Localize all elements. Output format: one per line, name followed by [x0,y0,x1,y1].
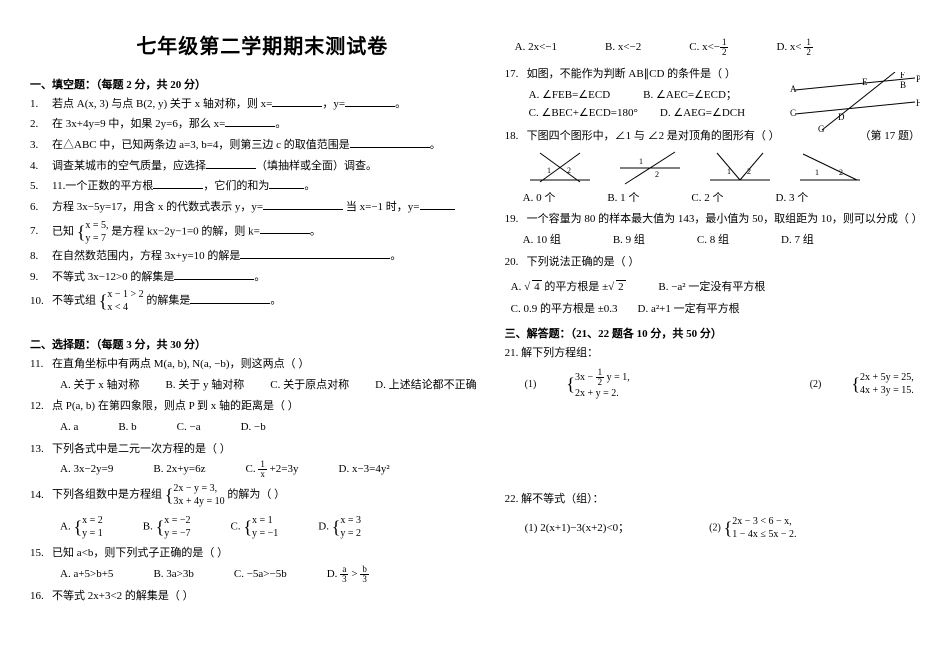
svg-text:G: G [818,124,825,132]
q20: 20.下列说法正确的是（ ） [505,253,925,272]
q12: 12.点 P(a, b) 在第四象限，则点 P 到 x 轴的距离是（ ） [30,397,495,416]
q9: 9.不等式 3x−12>0 的解集是。 [30,268,495,287]
svg-text:2: 2 [567,166,571,175]
q15-option-d: D. a3 > b3 [327,565,369,584]
svg-text:P: P [916,74,920,84]
q20-options-row2: C. 0.9 的平方根是 ±0.3D. a²+1 一定有平方根 [511,300,925,319]
q21-systems: (1) { 3x − 12 y = 1, 2x + y = 2. (2) {2x… [525,368,925,400]
q20-options-row1: A. 4 的平方根是 ±2 B. −a² 一定没有平方根 [511,278,925,297]
section-1-header: 一、填空题：（每题 2 分，共 20 分） [30,76,495,95]
svg-text:B: B [900,80,906,90]
svg-text:2: 2 [839,168,843,177]
q21: 21. 解下列方程组： [505,344,925,363]
q19: 19.一个容量为 80 的样本最大值为 143，最小值为 50，取组距为 10，… [505,210,925,229]
svg-text:D: D [838,112,845,122]
svg-text:E: E [862,77,868,87]
q18-options: A. 0 个B. 1 个C. 2 个D. 3 个 [523,189,925,208]
q11: 11.在直角坐标中有两点 M(a, b), N(a, −b)，则这两点（ ） [30,355,495,374]
q16-options: A. 2x<−1B. x<−2 C. x<−12 D. x< 12 [515,38,925,57]
figure-17: F P A E B H C D G [790,72,920,132]
q13-options: A. 3x−2y=9B. 2x+y=6z C. 1x +2=3y D. x−3=… [60,460,495,479]
q12-options: A. aB. bC. −aD. −b [60,418,495,437]
svg-text:1: 1 [639,157,643,166]
svg-text:H: H [916,98,920,108]
svg-text:F: F [900,72,905,80]
q6: 6.方程 3x−5y=17，用含 x 的代数式表示 y，y= 当 x=−1 时，… [30,198,495,217]
q7: 7.已知 {x = 5,y = 7 是方程 kx−2y−1=0 的解，则 k=。 [30,219,495,245]
q22: 22. 解不等式（组）： [505,490,925,509]
exam-title: 七年级第二学期期末测试卷 [30,30,495,64]
q10: 10.不等式组 {x − 1 > 2x < 4 的解集是。 [30,288,495,314]
svg-text:A: A [790,84,797,94]
q14-option-d: D. {x = 3y = 2 [318,514,361,540]
q5: 5.11.一个正数的平方根，它们的和为。 [30,177,495,196]
svg-text:1: 1 [727,167,731,176]
q14-option-c: C. {x = 1y = −1 [231,514,279,540]
svg-text:C: C [790,108,796,118]
q20-option-a: A. 4 的平方根是 ±2 [511,281,626,293]
q16-option-c: C. x<−12 [689,38,728,57]
svg-text:1: 1 [547,166,551,175]
q4: 4.调查某城市的空气质量，应选择（填抽样或全面）调查。 [30,157,495,176]
q8: 8.在自然数范围内，方程 3x+y=10 的解是。 [30,247,495,266]
svg-text:1: 1 [815,168,819,177]
section-2-header: 二、选择题：（每题 3 分，共 30 分） [30,336,495,355]
q19-options: A. 10 组B. 9 组C. 8 组D. 7 组 [523,231,925,250]
q22-items: (1) 2(x+1)−3(x+2)<0； (2) {2x − 3 < 6 − x… [525,515,925,541]
q13-option-c: C. 1x +2=3y [246,460,299,479]
q14-options: A. {x = 2y = 1 B. {x = −2y = −7 C. {x = … [60,514,495,540]
q2: 2.在 3x+4y=9 中，如果 2y=6，那么 x=。 [30,115,495,134]
svg-text:2: 2 [655,170,659,179]
q3: 3.在△ABC 中，已知两条边 a=3, b=4，则第三边 c 的取值范围是。 [30,136,495,155]
q15: 15.已知 a<b，则下列式子正确的是（ ） [30,544,495,563]
svg-text:2: 2 [747,167,751,176]
q14-option-a: A. {x = 2y = 1 [60,514,103,540]
q14-option-b: B. {x = −2y = −7 [143,514,191,540]
q16-option-d: D. x< 12 [776,38,812,57]
q1: 1.若点 A(x, 3) 与点 B(2, y) 关于 x 轴对称，则 x=，y=… [30,95,495,114]
q15-options: A. a+5>b+5B. 3a>3bC. −5a>−5b D. a3 > b3 [60,565,495,584]
q14: 14.下列各组数中是方程组 {2x − y = 3,3x + 4y = 10 的… [30,482,495,508]
q13: 13.下列各式中是二元一次方程的是（ ） [30,440,495,459]
q18-figures: 1 2 1 2 1 2 1 2 [525,150,925,186]
q16: 16.不等式 2x+3<2 的解集是（ ） [30,587,495,606]
section-3-header: 三、解答题：（21、22 题各 10 分，共 50 分） [505,325,925,344]
q11-options: A. 关于 x 轴对称B. 关于 y 轴对称C. 关于原点对称D. 上述结论都不… [60,376,495,395]
